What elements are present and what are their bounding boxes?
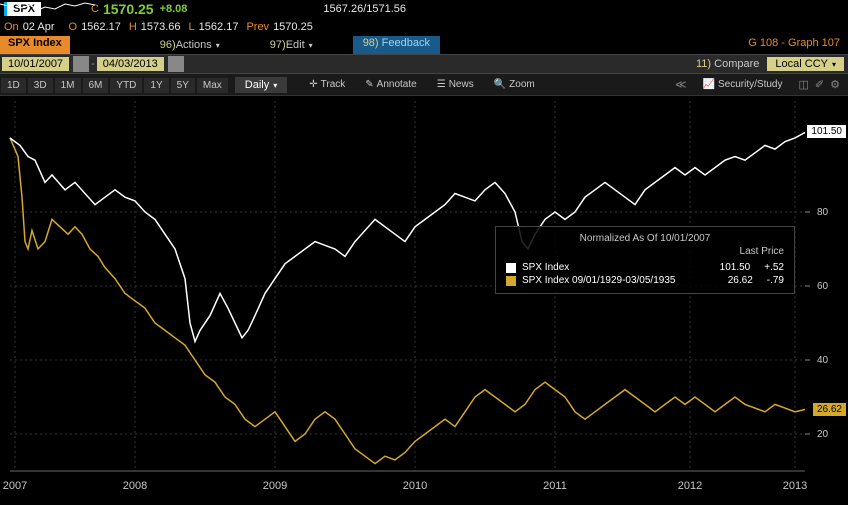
- svg-text:2009: 2009: [263, 480, 287, 492]
- range-max[interactable]: Max: [197, 78, 228, 93]
- series2-change: -.79: [767, 275, 784, 286]
- news-icon: ☰: [437, 79, 446, 90]
- compare-button[interactable]: 11) Compare: [688, 58, 767, 70]
- last-price: 1570.25: [103, 1, 154, 17]
- track-button[interactable]: ✛Track: [301, 77, 353, 92]
- series1-name: SPX Index: [522, 262, 569, 273]
- feedback-button[interactable]: 98) Feedback: [353, 36, 440, 54]
- range-3d[interactable]: 3D: [28, 78, 53, 93]
- price-change: +8.08: [160, 3, 188, 15]
- ask-price: 1571.56: [366, 3, 406, 15]
- news-button[interactable]: ☰News: [429, 77, 482, 92]
- legend-title: Normalized As Of 10/01/2007: [506, 233, 784, 244]
- svg-text:2011: 2011: [543, 480, 567, 492]
- range-ytd[interactable]: YTD: [110, 78, 142, 93]
- collapse-icon[interactable]: ≪: [675, 78, 687, 91]
- svg-text:2012: 2012: [678, 480, 702, 492]
- date-from-input[interactable]: 10/01/2007: [2, 57, 69, 71]
- low-label: L: [189, 21, 195, 33]
- range-1m[interactable]: 1M: [55, 78, 81, 93]
- actions-menu[interactable]: 96) Actions: [150, 36, 230, 54]
- series2-value: 26.62: [728, 275, 753, 286]
- svg-text:2008: 2008: [123, 480, 147, 492]
- legend-box: Normalized As Of 10/01/2007 Last Price S…: [495, 226, 795, 294]
- svg-text:2013: 2013: [783, 480, 807, 492]
- series1-swatch: [506, 263, 516, 273]
- open-value: 1562.17: [81, 21, 121, 33]
- svg-text:60: 60: [817, 281, 829, 292]
- svg-text:2007: 2007: [3, 480, 27, 492]
- bid-price: 1567.26: [323, 3, 363, 15]
- zoom-icon: 🔍: [494, 79, 506, 90]
- graph-title: G 108 - Graph 107: [740, 36, 848, 54]
- annotate-button[interactable]: ✎Annotate: [357, 77, 424, 92]
- crosshair-icon: ✛: [309, 79, 317, 90]
- svg-text:40: 40: [817, 355, 829, 366]
- series1-value: 101.50: [720, 262, 751, 273]
- series2-name: SPX Index 09/01/1929-03/05/1935: [522, 275, 675, 286]
- legend-subtitle: Last Price: [506, 246, 784, 257]
- range-5y[interactable]: 5Y: [171, 78, 195, 93]
- security-study-button[interactable]: 📈Security/Study: [695, 77, 791, 92]
- chart-area[interactable]: 20 40 60 80 2007 2008 2009 2010 2011 2012 2013 Nor…: [0, 96, 848, 501]
- series2-end-label: 26.62: [813, 403, 846, 416]
- prev-label: Prev: [246, 21, 269, 33]
- date-to-input[interactable]: 04/03/2013: [97, 57, 164, 71]
- range-6m[interactable]: 6M: [83, 78, 109, 93]
- calendar-from-icon[interactable]: [73, 56, 89, 72]
- pencil-icon: ✎: [365, 79, 373, 90]
- prev-value: 1570.25: [273, 21, 313, 33]
- event-icon[interactable]: ◫: [799, 78, 809, 91]
- low-value: 1562.17: [199, 21, 239, 33]
- series1-change: +.52: [764, 262, 784, 273]
- series2-swatch: [506, 276, 516, 286]
- zoom-button[interactable]: 🔍Zoom: [486, 77, 543, 92]
- on-label: On: [4, 21, 19, 33]
- calendar-to-icon[interactable]: [168, 56, 184, 72]
- high-label: H: [129, 21, 137, 33]
- sparkline: [195, 2, 295, 16]
- edit-menu[interactable]: 97) Edit: [260, 36, 323, 54]
- range-1y[interactable]: 1Y: [144, 78, 168, 93]
- local-ccy-dropdown[interactable]: Local CCY: [767, 57, 844, 71]
- high-value: 1573.66: [141, 21, 181, 33]
- range-1d[interactable]: 1D: [1, 78, 26, 93]
- series1-end-label: 101.50: [807, 125, 846, 138]
- svg-text:80: 80: [817, 207, 829, 218]
- period-dropdown[interactable]: Daily: [235, 77, 287, 93]
- svg-text:2010: 2010: [403, 480, 427, 492]
- open-label: O: [69, 21, 78, 33]
- svg-text:20: 20: [817, 429, 829, 440]
- gear-icon[interactable]: ⚙: [830, 78, 840, 91]
- date-value: 02 Apr: [23, 21, 55, 33]
- chart-icon: 📈: [703, 79, 715, 90]
- edit-icon[interactable]: ✐: [815, 78, 824, 91]
- index-tab[interactable]: SPX Index: [0, 36, 70, 54]
